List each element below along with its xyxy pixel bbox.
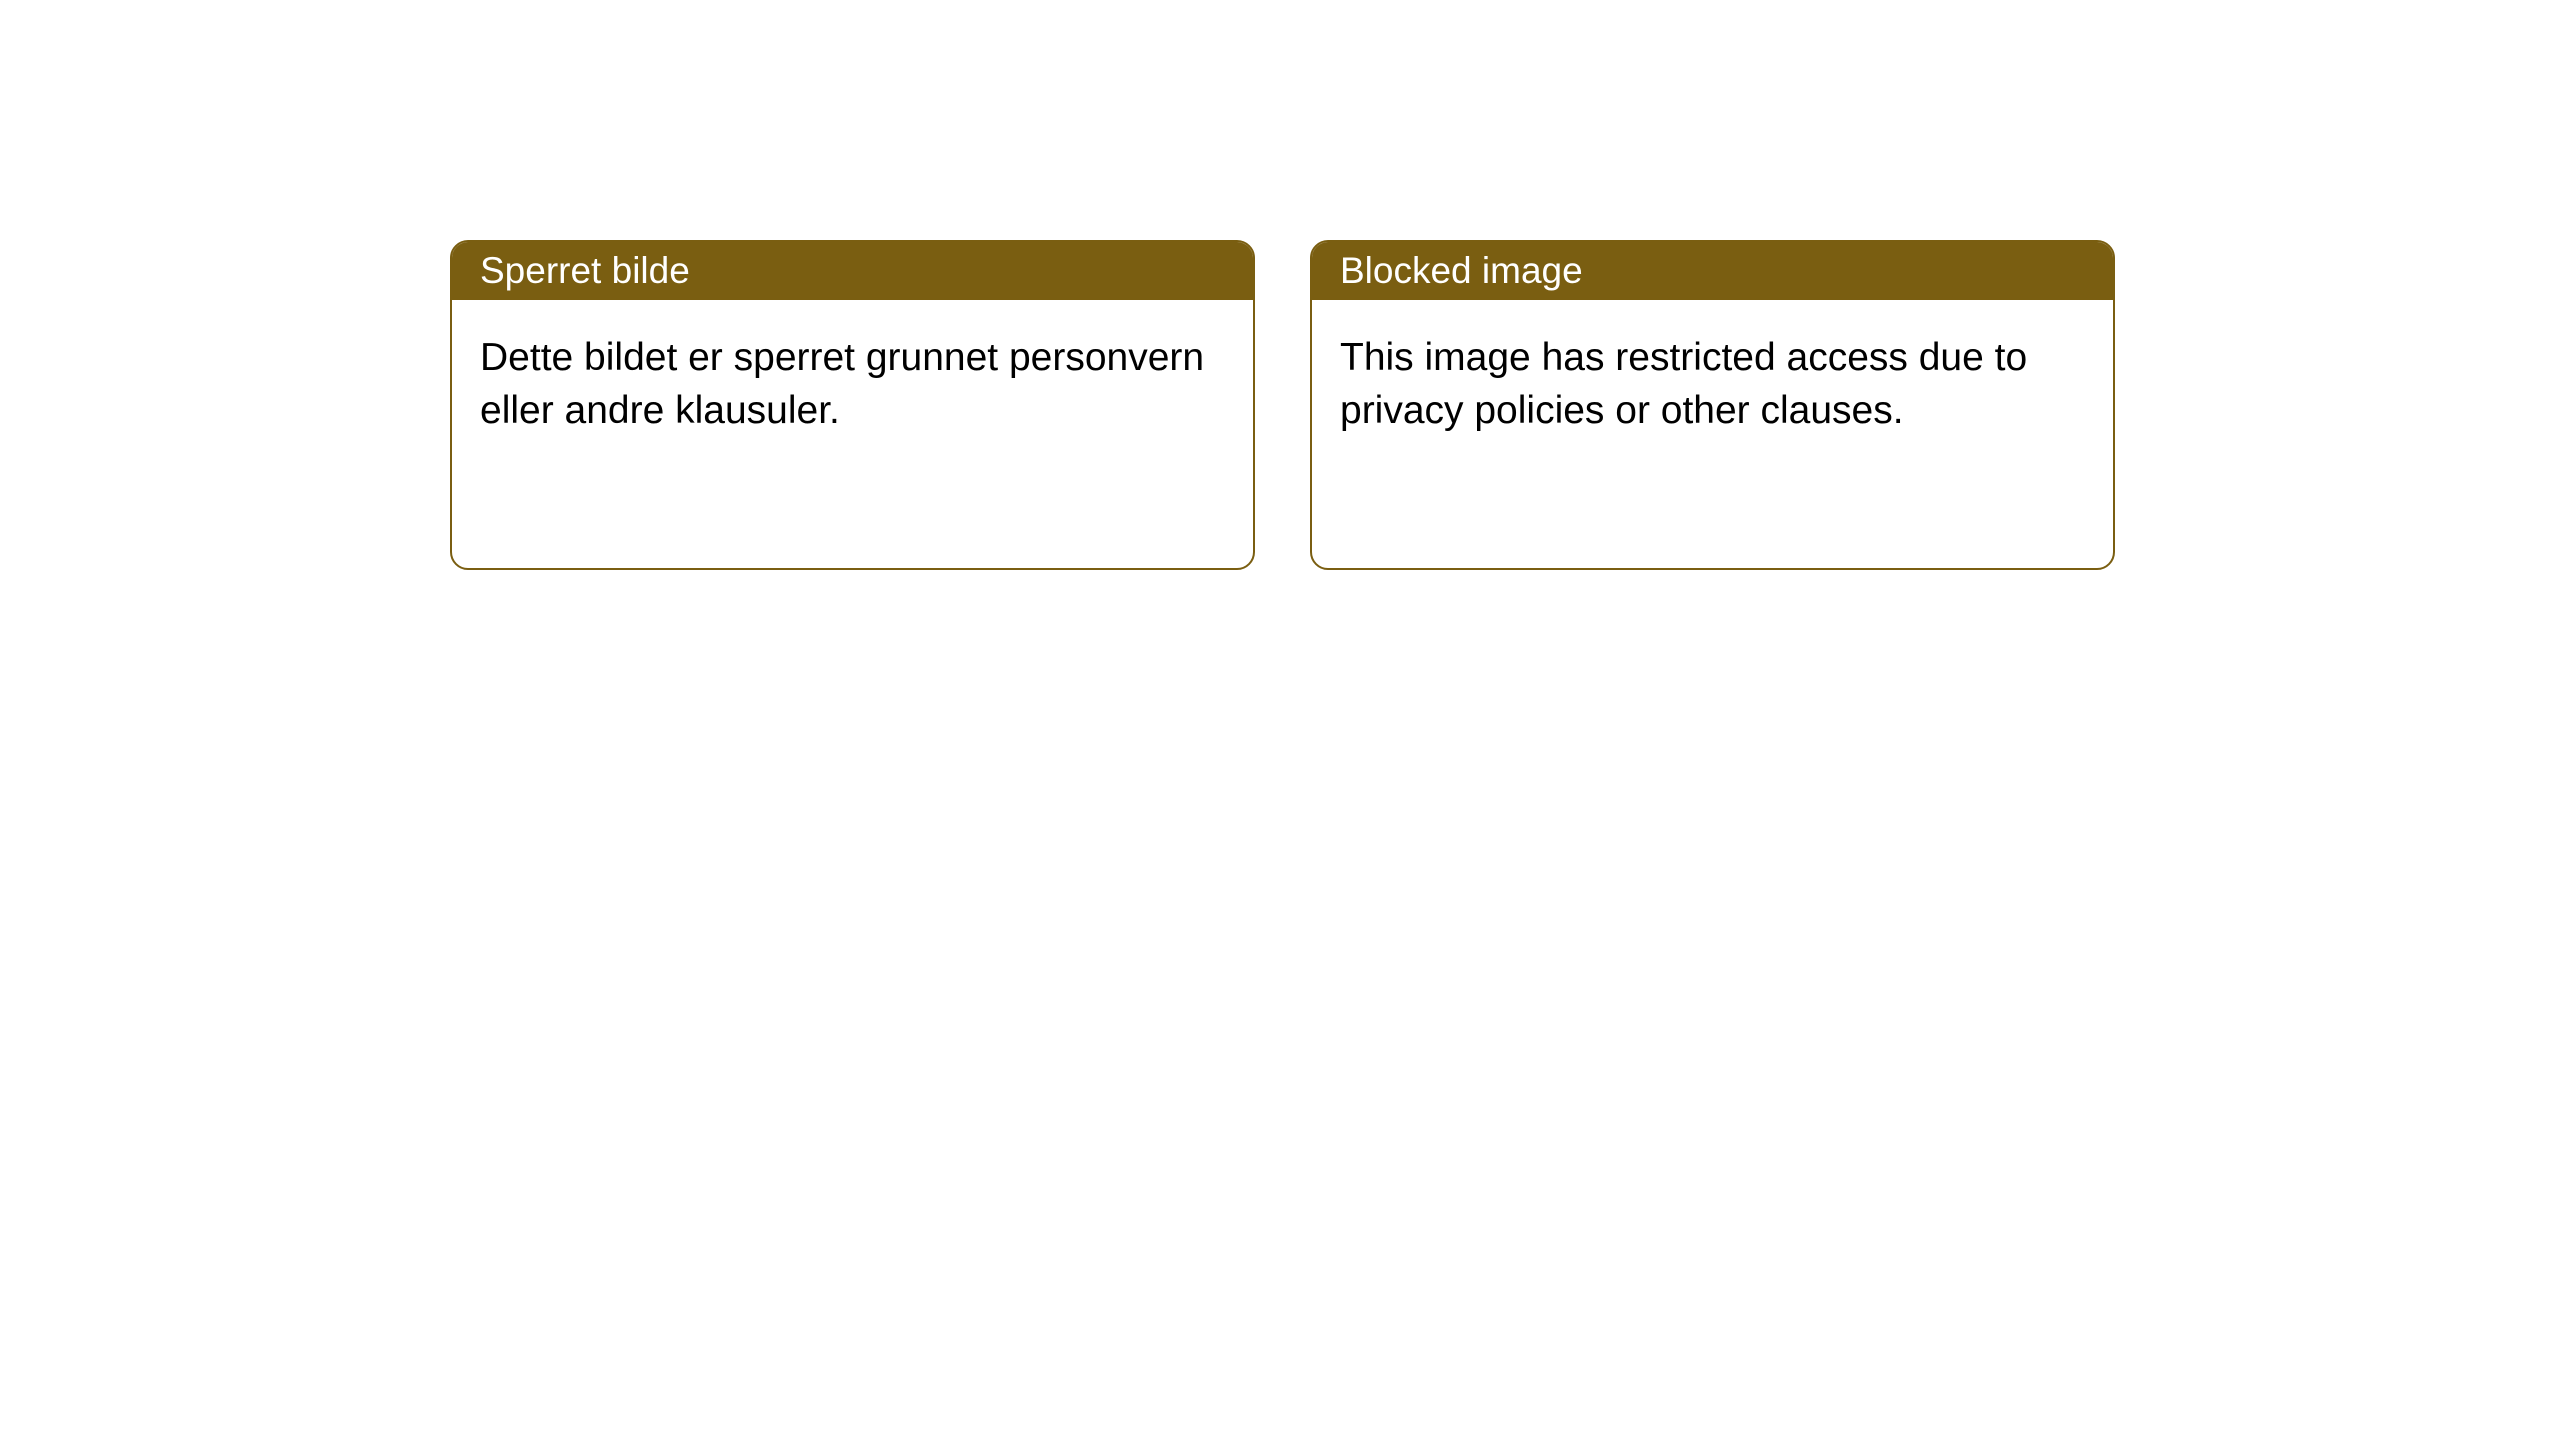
card-title: Blocked image [1340, 250, 1583, 291]
card-message: This image has restricted access due to … [1340, 332, 2085, 437]
card-header: Blocked image [1312, 242, 2113, 300]
notice-card-english: Blocked image This image has restricted … [1310, 240, 2115, 570]
card-body: This image has restricted access due to … [1312, 300, 2113, 568]
card-title: Sperret bilde [480, 250, 690, 291]
notice-container: Sperret bilde Dette bildet er sperret gr… [450, 240, 2115, 570]
card-message: Dette bildet er sperret grunnet personve… [480, 332, 1225, 437]
card-header: Sperret bilde [452, 242, 1253, 300]
notice-card-norwegian: Sperret bilde Dette bildet er sperret gr… [450, 240, 1255, 570]
card-body: Dette bildet er sperret grunnet personve… [452, 300, 1253, 568]
